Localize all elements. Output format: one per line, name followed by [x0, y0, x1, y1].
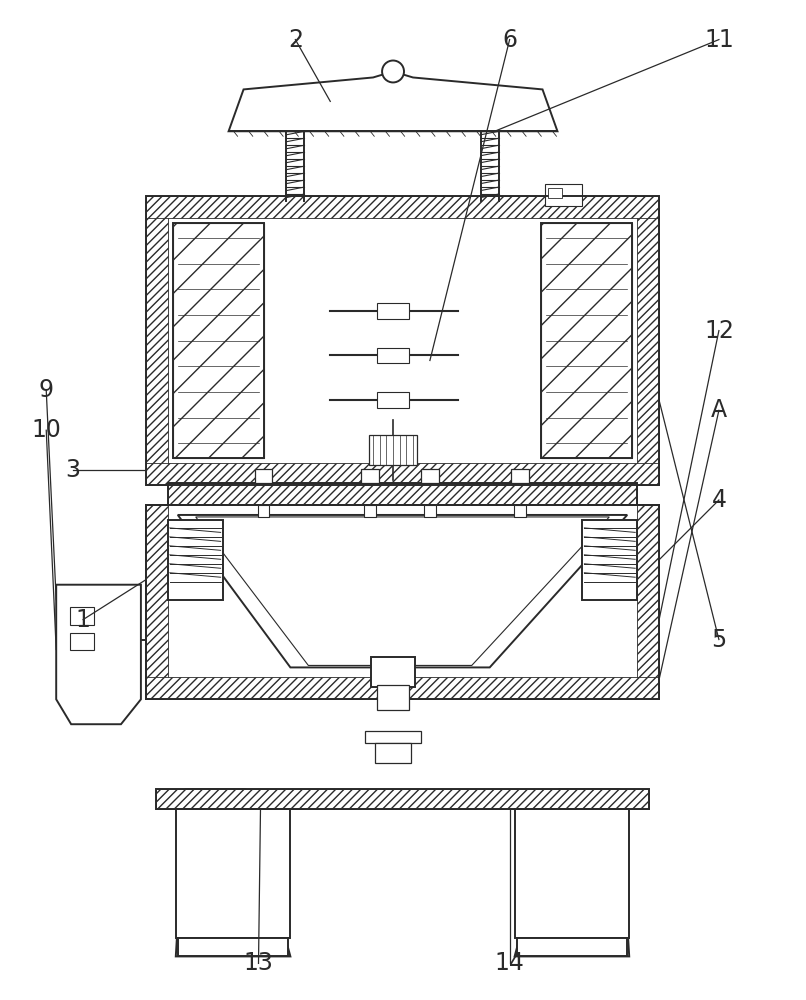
- Bar: [70, 633, 94, 650]
- Bar: [168, 520, 222, 600]
- Polygon shape: [56, 585, 141, 724]
- Bar: [156, 789, 649, 809]
- Text: 4: 4: [712, 488, 726, 512]
- Text: 14: 14: [495, 951, 525, 975]
- Bar: [176, 809, 290, 938]
- Text: 9: 9: [39, 378, 54, 402]
- Text: 11: 11: [704, 28, 733, 52]
- Bar: [638, 196, 659, 485]
- Bar: [257, 505, 269, 517]
- Bar: [377, 348, 409, 363]
- Text: 1: 1: [76, 608, 90, 632]
- Bar: [377, 685, 409, 710]
- Bar: [286, 131, 305, 201]
- Bar: [480, 131, 499, 201]
- Bar: [146, 196, 659, 485]
- Polygon shape: [514, 789, 629, 956]
- Bar: [178, 938, 289, 956]
- Bar: [172, 223, 264, 458]
- Bar: [424, 505, 436, 517]
- Circle shape: [382, 61, 404, 82]
- Bar: [365, 731, 421, 743]
- Bar: [146, 505, 659, 699]
- Text: A: A: [711, 398, 727, 422]
- Polygon shape: [229, 71, 558, 131]
- Bar: [361, 469, 379, 483]
- Polygon shape: [176, 789, 290, 956]
- Bar: [156, 789, 649, 809]
- Text: 10: 10: [31, 418, 61, 442]
- Text: 2: 2: [288, 28, 303, 52]
- Text: 13: 13: [243, 951, 273, 975]
- Bar: [146, 463, 659, 485]
- Polygon shape: [178, 515, 627, 667]
- Bar: [514, 809, 629, 938]
- Bar: [517, 938, 627, 956]
- Polygon shape: [146, 505, 659, 699]
- Bar: [146, 505, 168, 699]
- Bar: [146, 196, 659, 218]
- Bar: [369, 435, 417, 465]
- Text: 3: 3: [65, 458, 81, 482]
- Bar: [545, 184, 583, 206]
- Bar: [549, 188, 563, 198]
- Bar: [375, 743, 411, 763]
- Bar: [513, 505, 526, 517]
- Bar: [377, 303, 409, 319]
- Bar: [146, 677, 659, 699]
- Bar: [364, 505, 376, 517]
- Bar: [377, 392, 409, 408]
- Text: 12: 12: [704, 319, 733, 343]
- Text: 6: 6: [502, 28, 517, 52]
- Bar: [583, 520, 638, 600]
- Bar: [371, 657, 415, 687]
- Bar: [70, 607, 94, 625]
- Bar: [168, 483, 638, 505]
- Polygon shape: [196, 517, 609, 665]
- Bar: [146, 196, 168, 485]
- Bar: [255, 469, 272, 483]
- Bar: [638, 505, 659, 699]
- Bar: [511, 469, 529, 483]
- Bar: [541, 223, 632, 458]
- Bar: [421, 469, 439, 483]
- Text: 5: 5: [711, 628, 726, 652]
- Bar: [172, 223, 264, 458]
- Bar: [168, 483, 638, 505]
- Bar: [541, 223, 632, 458]
